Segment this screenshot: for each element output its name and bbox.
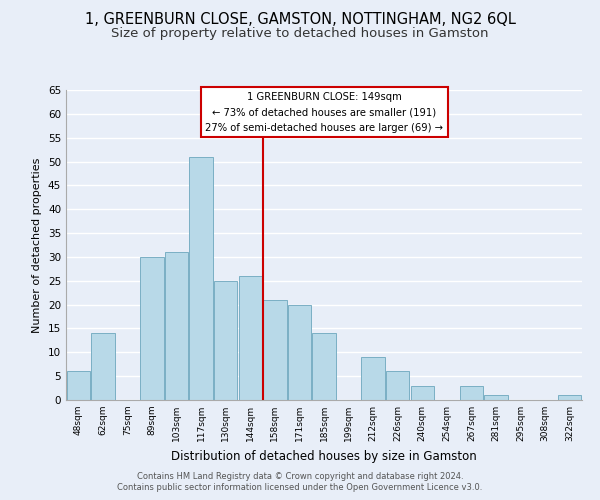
Bar bbox=[361, 357, 385, 400]
Text: Size of property relative to detached houses in Gamston: Size of property relative to detached ho… bbox=[111, 28, 489, 40]
Bar bbox=[67, 372, 90, 400]
Text: 1, GREENBURN CLOSE, GAMSTON, NOTTINGHAM, NG2 6QL: 1, GREENBURN CLOSE, GAMSTON, NOTTINGHAM,… bbox=[85, 12, 515, 28]
Bar bbox=[460, 386, 483, 400]
Bar bbox=[165, 252, 188, 400]
Y-axis label: Number of detached properties: Number of detached properties bbox=[32, 158, 43, 332]
Bar bbox=[288, 304, 311, 400]
Bar bbox=[91, 333, 115, 400]
Bar bbox=[263, 300, 287, 400]
Bar bbox=[484, 395, 508, 400]
Bar bbox=[410, 386, 434, 400]
Bar bbox=[558, 395, 581, 400]
X-axis label: Distribution of detached houses by size in Gamston: Distribution of detached houses by size … bbox=[171, 450, 477, 462]
Bar bbox=[386, 372, 409, 400]
Text: 1 GREENBURN CLOSE: 149sqm
← 73% of detached houses are smaller (191)
27% of semi: 1 GREENBURN CLOSE: 149sqm ← 73% of detac… bbox=[205, 92, 443, 132]
Bar bbox=[239, 276, 262, 400]
Bar bbox=[313, 333, 335, 400]
Text: Contains HM Land Registry data © Crown copyright and database right 2024.: Contains HM Land Registry data © Crown c… bbox=[137, 472, 463, 481]
Bar bbox=[140, 257, 164, 400]
Bar bbox=[190, 157, 213, 400]
Bar bbox=[214, 281, 238, 400]
Text: Contains public sector information licensed under the Open Government Licence v3: Contains public sector information licen… bbox=[118, 484, 482, 492]
